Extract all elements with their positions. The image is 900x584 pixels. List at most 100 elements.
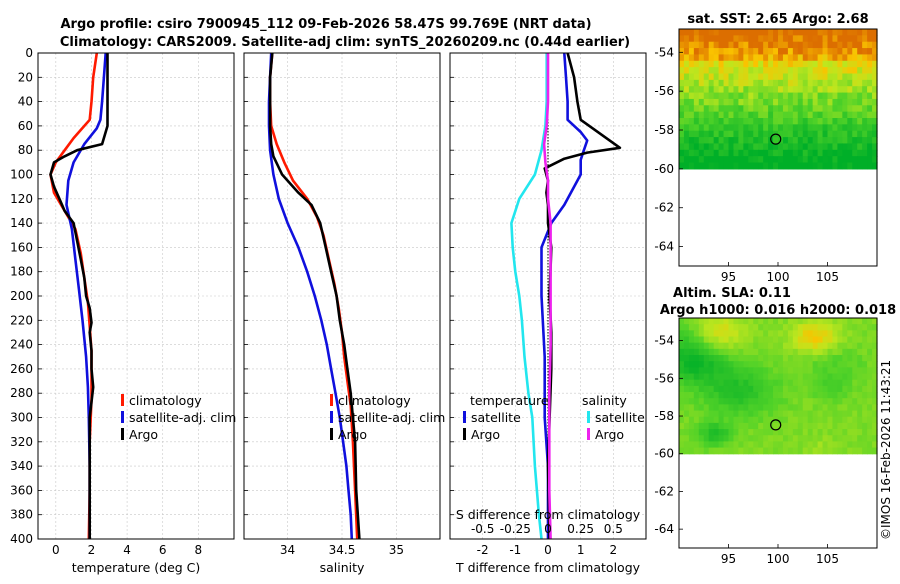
map-cell [748,73,754,81]
map-cell [802,435,809,442]
map-cell [738,35,744,43]
map-cell [872,41,878,49]
map-cell [807,149,814,157]
map-cell [728,404,735,412]
map-cell [693,92,700,100]
map-cell [683,35,690,43]
map-cell [827,361,834,368]
map-cell [773,435,779,442]
map-cell [753,73,759,81]
map-cell [778,98,784,106]
map-cell [817,79,824,87]
map-cell [748,324,754,331]
map-cell [733,137,739,145]
map-cell [713,29,720,36]
map-cell [768,118,774,125]
map-cell [758,35,764,43]
map-cell [782,73,789,81]
map-cell [797,435,804,442]
map-cell [857,41,863,49]
map-cell [723,35,730,43]
series-line-salinity-Argo [542,53,552,540]
map-cell [872,410,878,418]
map-cell [792,342,799,350]
map-cell [847,124,853,132]
map-cell [713,48,720,56]
map-cell [817,41,824,49]
map-cell [782,29,789,36]
map-cell [733,361,739,368]
map-cell [698,373,705,381]
map-cell [693,162,700,170]
map-cell [768,35,774,43]
map-cell [852,86,858,94]
map-cell [758,41,764,49]
map-cell [758,79,764,87]
map-cell [733,385,739,393]
map-cell [787,416,794,424]
map-cell [763,149,769,157]
legend-label: Argo [129,427,158,442]
map-cell [708,98,715,106]
map-cell [723,422,730,430]
map-cell [738,41,744,49]
map-cell [872,361,878,368]
map-cell [763,124,769,132]
map-cell [738,404,744,412]
map-cell [708,330,715,338]
map-cell [733,410,739,418]
map-cell [773,60,779,68]
map-cell [817,118,824,125]
map-cell [782,98,789,106]
map-cell [738,98,744,106]
map-cell [837,105,843,113]
map-cell [842,348,848,356]
map-cell [738,318,744,325]
map-cell [817,156,824,164]
map-cell [872,336,878,344]
map-cell [768,379,774,387]
map-cell [679,348,685,356]
map-cell [713,330,720,338]
map-cell [733,48,739,56]
map-cell [753,410,759,418]
map-cell [768,385,774,393]
secondary-x-tick-label: 0.25 [567,522,594,536]
map-cell [688,355,695,362]
map-cell [698,429,705,436]
map-cell [782,441,789,449]
map-cell [827,86,834,94]
map-cell [718,398,725,405]
map-cell [723,410,730,418]
map-cell [738,324,744,331]
map-cell [743,67,749,75]
map-cell [857,162,863,170]
map-cell [812,29,819,36]
map-cell [807,92,814,100]
map-cell [827,447,834,455]
map-cell [797,441,804,449]
x-tick-label: 1 [577,543,585,557]
map-cell [837,429,843,436]
map-cell [822,60,829,68]
map-cell [698,318,705,325]
map-cell [857,361,863,368]
secondary-x-tick-label: -0.25 [500,522,531,536]
map-cell [733,379,739,387]
map-cell [787,137,794,145]
map-cell [773,367,779,375]
map-cell [807,162,814,170]
map-cell [758,105,764,113]
map-cell [763,447,769,455]
map-cell [797,92,804,100]
map-cell [872,48,878,56]
map-cell [728,348,735,356]
map-cell [679,367,685,375]
map-cell [867,149,873,157]
map-cell [817,67,824,75]
map-cell [688,156,695,164]
map-cell [802,67,809,75]
map-cell [797,416,804,424]
map-cell [753,435,759,442]
map-cell [679,379,685,387]
